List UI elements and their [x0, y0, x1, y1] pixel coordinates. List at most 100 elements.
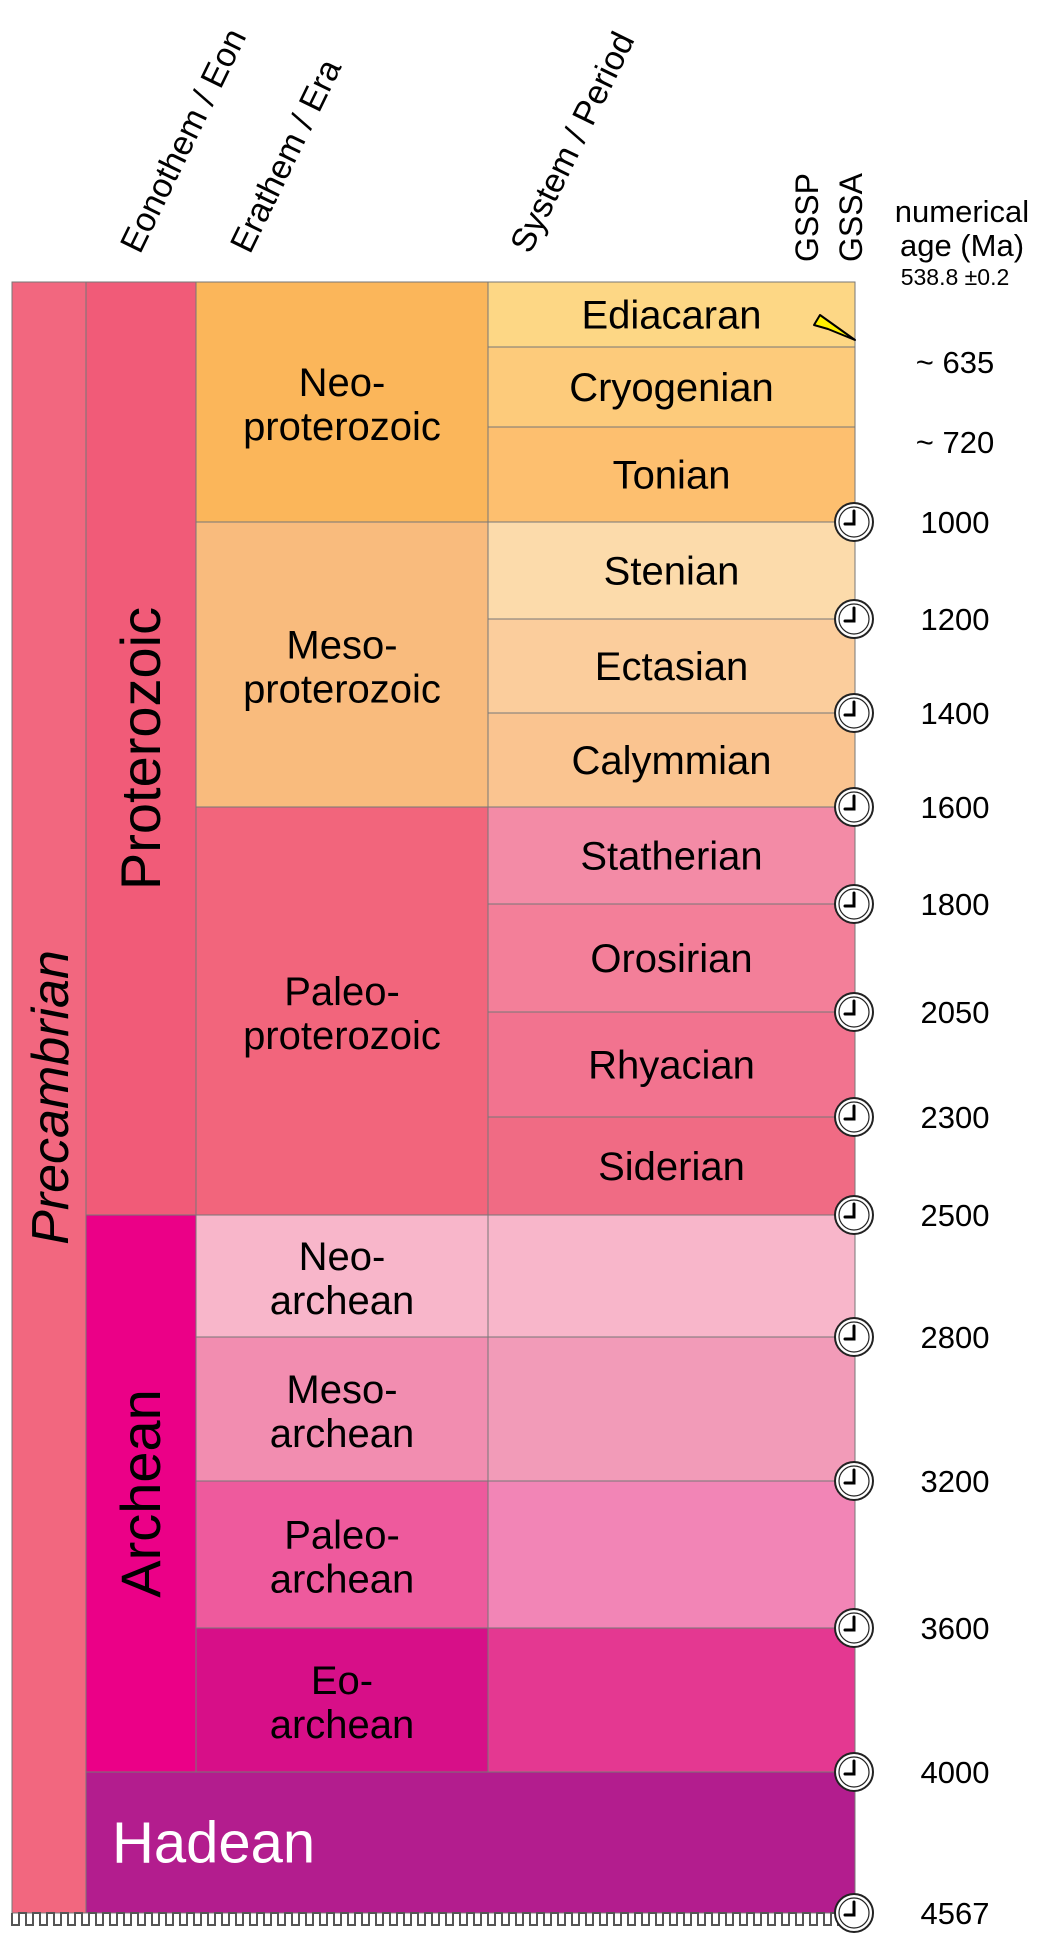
period-label-cryogenian: Cryogenian [569, 366, 774, 410]
boundary-age-label: 3600 [921, 1611, 990, 1646]
gssa-clock-icon [834, 1317, 874, 1357]
era-label-line2: archean [270, 1703, 415, 1747]
boundary-age-label: 1800 [921, 887, 990, 922]
gssa-clock-icon [834, 502, 874, 542]
gssa-clock-hands [843, 606, 856, 623]
period-block-5 [487, 618, 856, 714]
era-label-line2: archean [270, 1412, 415, 1456]
header-gssp: GSSP [789, 173, 825, 262]
gssa-clock-hands [843, 700, 856, 717]
period-block-14 [487, 1627, 856, 1773]
period-block-1 [487, 281, 856, 348]
boundary-age-label: 2300 [921, 1100, 990, 1135]
gssa-clock-ring [838, 996, 870, 1028]
boundary-age-label: 538.8 ±0.2 [901, 264, 1010, 290]
boundary-age-label: 4567 [921, 1896, 990, 1931]
gssa-clock-hands [843, 794, 856, 811]
gssa-clock-ring [838, 603, 870, 635]
gssa-clock-ring [838, 1612, 870, 1644]
gssa-clock-icon [834, 599, 874, 639]
boundary-age-label: 1400 [921, 696, 990, 731]
period-block-2 [487, 346, 856, 428]
eon-label-archean: Archean [109, 1389, 172, 1598]
gssa-clock-hands [843, 1324, 856, 1341]
era-label-line1: Eo- [311, 1659, 373, 1703]
gssa-clock-hands [843, 509, 856, 526]
era-block-7 [195, 1627, 489, 1773]
gssa-clock-ring [838, 791, 870, 823]
gssa-clock-hands [843, 1900, 856, 1917]
gssa-clock-hands [843, 999, 856, 1016]
boundary-age-label: 3200 [921, 1464, 990, 1499]
period-label-tonian: Tonian [613, 454, 731, 498]
base-hatch-line [11, 1912, 852, 1926]
header-period: System / Period [503, 26, 642, 258]
boundary-age-label: 1200 [921, 602, 990, 637]
eon-label-hadean: Hadean [112, 1811, 315, 1876]
era-label-line1: Neo- [299, 361, 386, 405]
gssa-clock-icon [834, 884, 874, 924]
era-label-line2: archean [270, 1279, 415, 1323]
period-block-6 [487, 712, 856, 808]
gssa-clock-hands [843, 891, 856, 908]
era-label-line1: Paleo- [284, 970, 400, 1014]
period-block-9 [487, 1011, 856, 1118]
eon-label-proterozoic: Proterozoic [109, 607, 172, 890]
boundary-age-label: 4000 [921, 1755, 990, 1790]
boundary-age-label: 1600 [921, 790, 990, 825]
era-label-line1: Paleo- [284, 1514, 400, 1558]
gssa-clock-ring [838, 1101, 870, 1133]
gssa-clock-icon [834, 1461, 874, 1501]
era-label-line2: proterozoic [243, 405, 441, 449]
period-block-8 [487, 903, 856, 1013]
boundary-age-label: 2050 [921, 995, 990, 1030]
eon-block-proterozoic [85, 281, 197, 1216]
period-label-orosirian: Orosirian [590, 937, 752, 981]
era-label-line2: proterozoic [243, 668, 441, 712]
gssa-clock-icon [834, 787, 874, 827]
gssa-clock-hands [843, 1104, 856, 1121]
period-block-7 [487, 806, 856, 905]
era-label-line2: proterozoic [243, 1014, 441, 1058]
gssa-clock-icon [834, 1608, 874, 1648]
era-label-line2: archean [270, 1558, 415, 1602]
header-age-line1: numerical [895, 194, 1029, 229]
era-block-6 [195, 1480, 489, 1629]
gssa-clock-ring [838, 1897, 870, 1929]
period-label-calymmian: Calymmian [571, 739, 771, 783]
period-block-11 [487, 1214, 856, 1338]
gssp-spike-shape [813, 314, 856, 341]
gssa-clock-ring [838, 697, 870, 729]
period-label-ediacaran: Ediacaran [581, 294, 761, 338]
gssa-clock-ring [838, 1465, 870, 1497]
eon-block-hadean [85, 1771, 856, 1914]
boundary-age-label: 2500 [921, 1198, 990, 1233]
boundary-age-label: ~ 635 [916, 345, 994, 380]
gssa-clock-ring [838, 506, 870, 538]
supereon-block-precambrian [11, 281, 87, 1914]
gssa-clock-hands [843, 1759, 856, 1776]
era-block-5 [195, 1336, 489, 1482]
period-block-13 [487, 1480, 856, 1629]
eon-block-archean [85, 1214, 197, 1773]
era-label-line1: Meso- [286, 624, 397, 668]
supereon-label-precambrian: Precambrian [22, 950, 80, 1245]
boundary-age-label: ~ 720 [916, 425, 994, 460]
era-label-line1: Neo- [299, 1235, 386, 1279]
gssa-clock-hands [843, 1202, 856, 1219]
gssp-golden-spike-icon [813, 314, 856, 341]
header-gssa: GSSA [833, 172, 869, 262]
gssa-clock-icon [834, 693, 874, 733]
gssa-clock-icon [834, 1195, 874, 1235]
era-block-3 [195, 806, 489, 1216]
period-label-stenian: Stenian [604, 550, 740, 594]
era-label-line1: Meso- [286, 1368, 397, 1412]
boundary-age-label: 2800 [921, 1320, 990, 1355]
period-label-ectasian: Ectasian [595, 645, 748, 689]
gssa-clock-icon [834, 1752, 874, 1792]
gssa-clock-ring [838, 888, 870, 920]
period-block-4 [487, 521, 856, 620]
period-label-rhyacian: Rhyacian [588, 1044, 755, 1088]
gssa-clock-ring [838, 1199, 870, 1231]
